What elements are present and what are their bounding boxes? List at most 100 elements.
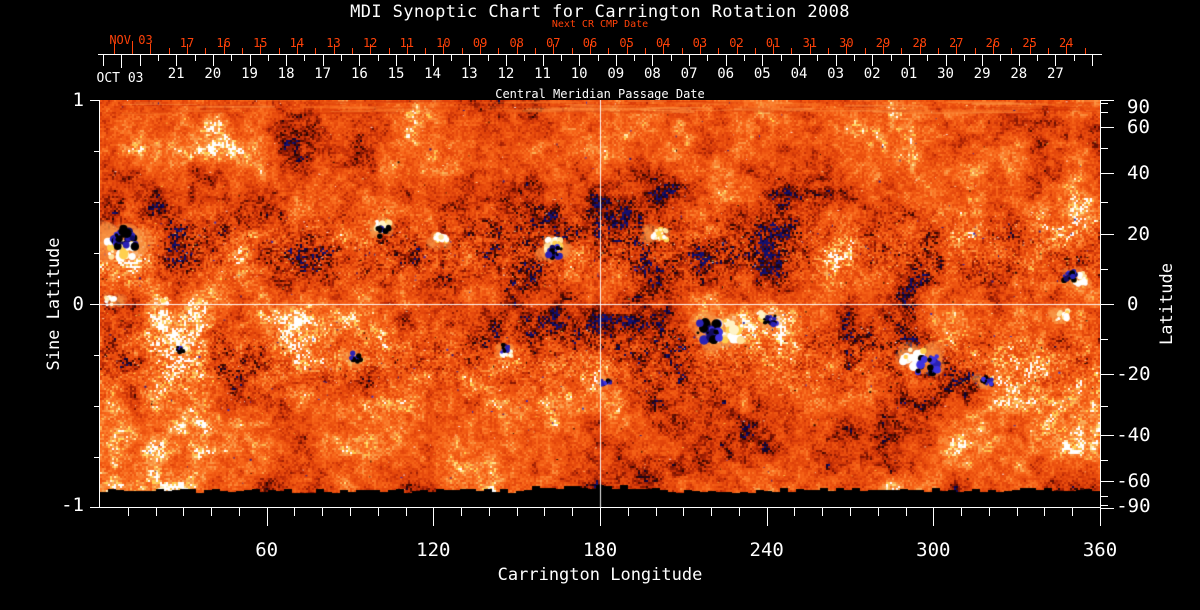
latitude-tick-label: 20: [1127, 223, 1150, 246]
next-cr-date-tick: [626, 44, 628, 54]
cmp-day-label: 09: [607, 66, 625, 82]
next-cr-date-tick: [736, 44, 738, 54]
longitude-minor-tick: [822, 508, 824, 516]
cmp-date-tick: [1018, 55, 1020, 66]
next-cr-date-minor-tick: [828, 48, 830, 54]
longitude-minor-tick: [711, 508, 713, 516]
sine-tick-label: 0: [72, 293, 84, 315]
latitude-minor-tick: [1101, 268, 1108, 270]
cmp-date-minor-tick: [1000, 55, 1002, 61]
cmp-date-minor-tick: [853, 55, 855, 61]
next-cr-month-tick: [132, 41, 133, 54]
latitude-major-tick: [1101, 100, 1114, 101]
sine-minor-tick: [94, 253, 100, 254]
next-cr-date-tick: [809, 44, 811, 54]
cmp-date-tick: [652, 55, 654, 66]
cmp-date-tick: [286, 55, 288, 66]
longitude-minor-tick: [544, 508, 546, 516]
next-cr-date-minor-tick: [205, 48, 207, 54]
next-cr-date-minor-tick: [718, 48, 720, 54]
latitude-minor-tick: [1101, 147, 1108, 149]
longitude-tick-label: 240: [749, 539, 784, 561]
next-cr-day-label: 24: [1058, 36, 1074, 50]
cmp-date-minor-tick: [414, 55, 416, 61]
next-cr-date-minor-tick: [241, 48, 243, 54]
next-cr-day-label: 07: [546, 36, 561, 50]
next-cr-day-label: 08: [509, 36, 524, 50]
cmp-day-label: 19: [241, 66, 258, 82]
longitude-tick-label: 60: [255, 539, 279, 561]
cmp-month-label: OCT 03: [96, 71, 144, 86]
next-cr-date-minor-tick: [498, 48, 500, 54]
next-cr-day-label: 28: [912, 36, 927, 50]
latitude-minor-tick: [1101, 339, 1108, 341]
next-cr-day-label: 17: [179, 36, 195, 50]
next-cr-date-tick: [883, 44, 884, 54]
longitude-major-tick: [766, 508, 768, 526]
cmp-date-minor-tick: [744, 55, 745, 61]
next-cr-date-tick: [992, 44, 994, 54]
next-cr-date-tick: [516, 44, 518, 54]
cmp-date-tick: [579, 55, 581, 66]
cmp-date-minor-tick: [231, 55, 233, 61]
longitude-minor-tick: [877, 508, 879, 516]
next-cr-date-minor-tick: [351, 48, 353, 54]
next-cr-date-tick: [150, 44, 152, 54]
cmp-annotation: Central Meridian Passage Date: [495, 87, 705, 101]
cmp-date-tick: [762, 55, 764, 66]
next-cr-date-tick: [406, 44, 408, 54]
longitude-minor-tick: [350, 508, 351, 516]
longitude-minor-tick: [488, 508, 490, 516]
latitude-minor-tick: [1101, 112, 1108, 114]
latitude-major-tick: [1101, 234, 1114, 236]
sine-tick-label: 1: [72, 89, 84, 111]
latitude-tick-label: 0: [1127, 293, 1139, 315]
next-cr-date-tick: [480, 44, 482, 54]
longitude-minor-tick: [794, 508, 796, 516]
cmp-date-minor-tick: [780, 55, 782, 61]
longitude-minor-tick: [988, 508, 990, 516]
longitude-minor-tick: [627, 508, 629, 516]
cmp-date-tick: [982, 55, 984, 66]
longitude-major-tick: [433, 508, 435, 526]
latitude-tick-label: 60: [1127, 116, 1150, 139]
next-cr-date-tick: [773, 44, 775, 54]
next-cr-day-label: 09: [472, 36, 488, 50]
cmp-date-minor-tick: [267, 55, 269, 61]
cmp-date-minor-tick: [963, 55, 965, 61]
next-cr-date-tick: [260, 44, 262, 54]
cmp-date-tick: [542, 55, 544, 66]
cmp-date-minor-tick: [377, 55, 379, 61]
next-cr-day-label: 14: [289, 36, 305, 50]
sine-major-tick: [90, 100, 100, 101]
left-axis-title: Sine Latitude: [44, 237, 64, 371]
cmp-date-tick: [359, 55, 361, 66]
cmp-day-label: 03: [827, 66, 845, 82]
latitude-minor-tick: [1101, 103, 1108, 105]
next-cr-date-tick: [187, 44, 188, 54]
next-cr-date-tick: [223, 44, 225, 54]
cmp-date-minor-tick: [304, 55, 306, 61]
next-cr-day-label: 25: [1022, 36, 1037, 50]
cmp-day-label: 11: [534, 66, 551, 82]
next-cr-day-label: 12: [362, 36, 378, 50]
next-cr-date-minor-tick: [425, 48, 427, 54]
next-cr-date-minor-tick: [1011, 48, 1013, 54]
cmp-month-tick: [121, 55, 123, 68]
cmp-date-tick: [725, 55, 727, 66]
next-cr-day-label: 11: [399, 36, 415, 50]
cmp-day-label: 01: [900, 66, 918, 82]
cmp-day-label: 18: [277, 66, 295, 82]
latitude-major-tick: [1101, 435, 1114, 437]
longitude-major-tick: [600, 508, 601, 526]
cmp-date-minor-tick: [341, 55, 343, 61]
latitude-tick-label: -90: [1116, 495, 1151, 517]
next-cr-date-minor-tick: [461, 48, 463, 54]
longitude-minor-tick: [516, 508, 518, 516]
cmp-day-label: 02: [863, 66, 881, 82]
cmp-date-tick: [835, 55, 837, 66]
cmp-date-tick: [1055, 55, 1057, 66]
cmp-date-minor-tick: [157, 55, 159, 61]
cmp-date-minor-tick: [634, 55, 636, 61]
sine-minor-tick: [94, 355, 100, 356]
